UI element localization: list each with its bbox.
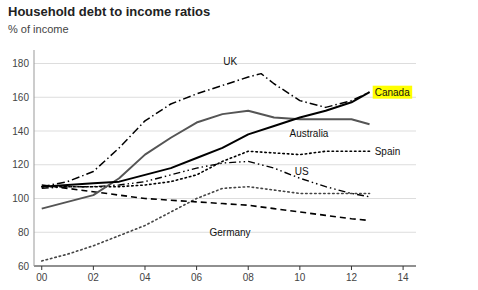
subtitle: % of income <box>8 23 69 35</box>
annotation: Spain <box>375 146 401 157</box>
grid <box>34 64 416 267</box>
line <box>42 187 370 261</box>
x-tick-label: 02 <box>88 272 100 283</box>
x-tick-label: 10 <box>294 272 306 283</box>
grid-line <box>34 131 416 132</box>
line <box>42 151 370 186</box>
annotation: Australia <box>290 128 329 139</box>
x-tick <box>196 266 197 270</box>
x-tick <box>299 266 300 270</box>
line <box>42 74 370 187</box>
annotation: Germany <box>210 227 251 238</box>
y-tick-label: 80 <box>18 227 30 238</box>
y-tick-label: 160 <box>12 92 29 103</box>
line <box>42 185 370 220</box>
x-tick <box>351 266 352 270</box>
x-tick <box>248 266 249 270</box>
x-tick <box>41 266 42 270</box>
line <box>42 111 370 209</box>
lines <box>42 74 370 261</box>
y-tick-label: 60 <box>18 261 30 272</box>
y-tick-label: 100 <box>12 193 29 204</box>
x-axis-line <box>34 266 416 267</box>
line <box>42 161 370 196</box>
grid-line <box>34 266 416 267</box>
chart: Household debt to income ratios % of inco… <box>0 0 478 290</box>
x-tick-label: 08 <box>243 272 255 283</box>
x-tick-label: 06 <box>191 272 203 283</box>
y-axis-line <box>34 50 35 266</box>
y-tick-label: 140 <box>12 126 29 137</box>
y-tick-label: 180 <box>12 58 29 69</box>
annotation-highlight <box>373 86 412 99</box>
annotations: UK Australia US Spain Germany Canada <box>210 56 413 238</box>
x-tick <box>144 266 145 270</box>
x-tick-label: 00 <box>36 272 48 283</box>
title: Household debt to income ratios <box>8 4 210 19</box>
x-tick-label: 12 <box>346 272 358 283</box>
annotation: US <box>295 166 309 177</box>
y-tick-label: 120 <box>12 159 29 170</box>
x-tick <box>93 266 94 270</box>
line <box>42 92 370 187</box>
x-tick <box>403 266 404 270</box>
grid-line <box>34 164 416 165</box>
grid-line <box>34 198 416 199</box>
annotation: Canada <box>375 87 410 98</box>
annotation: UK <box>223 56 237 67</box>
x-tick-label: 04 <box>139 272 151 283</box>
x-tick-label: 14 <box>398 272 410 283</box>
